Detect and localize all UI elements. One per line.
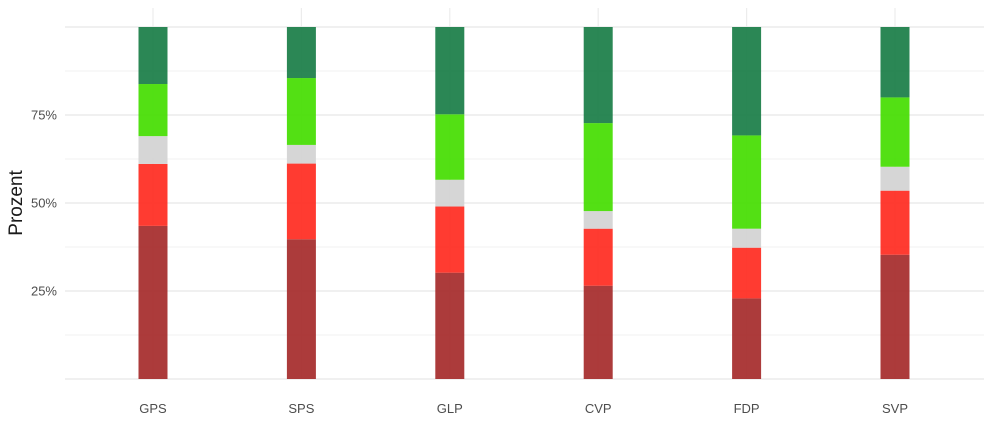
bar-segment-gps-3	[138, 136, 168, 164]
bar-segment-sps-3	[286, 144, 316, 164]
bar-segment-cvp-3	[583, 211, 613, 229]
bar-segment-cvp-5	[583, 27, 613, 124]
bar-segment-fdp-4	[732, 135, 762, 229]
y-tick-label: 75%	[31, 108, 57, 123]
x-tick-label: SPS	[288, 401, 314, 416]
axes: 25% 50% 75% GPS SPS GLP CVP FDP SVP	[31, 108, 908, 417]
bar-segment-glp-1	[435, 272, 465, 379]
bar-segment-sps-4	[286, 78, 316, 145]
bar-segment-cvp-4	[583, 123, 613, 212]
grid	[65, 8, 984, 380]
x-tick-label: SVP	[882, 401, 908, 416]
bar-segment-glp-4	[435, 114, 465, 180]
bar-segment-fdp-2	[732, 247, 762, 299]
bar-segment-svp-2	[880, 190, 910, 255]
y-axis-title: Prozent	[6, 170, 27, 236]
bar-segment-cvp-1	[583, 285, 613, 379]
bar-segment-gps-4	[138, 84, 168, 137]
bar-segment-svp-3	[880, 166, 910, 191]
bar-segment-glp-3	[435, 179, 465, 207]
y-tick-label: 25%	[31, 284, 57, 299]
bar-segment-svp-5	[880, 27, 910, 98]
bar-segment-fdp-3	[732, 228, 762, 248]
x-tick-label: GLP	[437, 401, 463, 416]
bar-segment-fdp-1	[732, 298, 762, 379]
bar-segment-sps-5	[286, 27, 316, 79]
bars	[138, 27, 910, 379]
bar-segment-sps-1	[286, 239, 316, 379]
x-tick-label: GPS	[139, 401, 167, 416]
bar-segment-glp-2	[435, 206, 465, 273]
bar-segment-sps-2	[286, 163, 316, 240]
bar-segment-fdp-5	[732, 27, 762, 136]
x-tick-label: CVP	[585, 401, 612, 416]
y-tick-label: 50%	[31, 196, 57, 211]
bar-segment-svp-4	[880, 97, 910, 167]
bar-segment-gps-5	[138, 27, 168, 85]
bar-segment-glp-5	[435, 27, 465, 115]
bar-segment-gps-1	[138, 225, 168, 379]
bar-segment-gps-2	[138, 163, 168, 226]
bar-segment-svp-1	[880, 254, 910, 379]
bar-segment-cvp-2	[583, 228, 613, 286]
x-tick-label: FDP	[734, 401, 760, 416]
